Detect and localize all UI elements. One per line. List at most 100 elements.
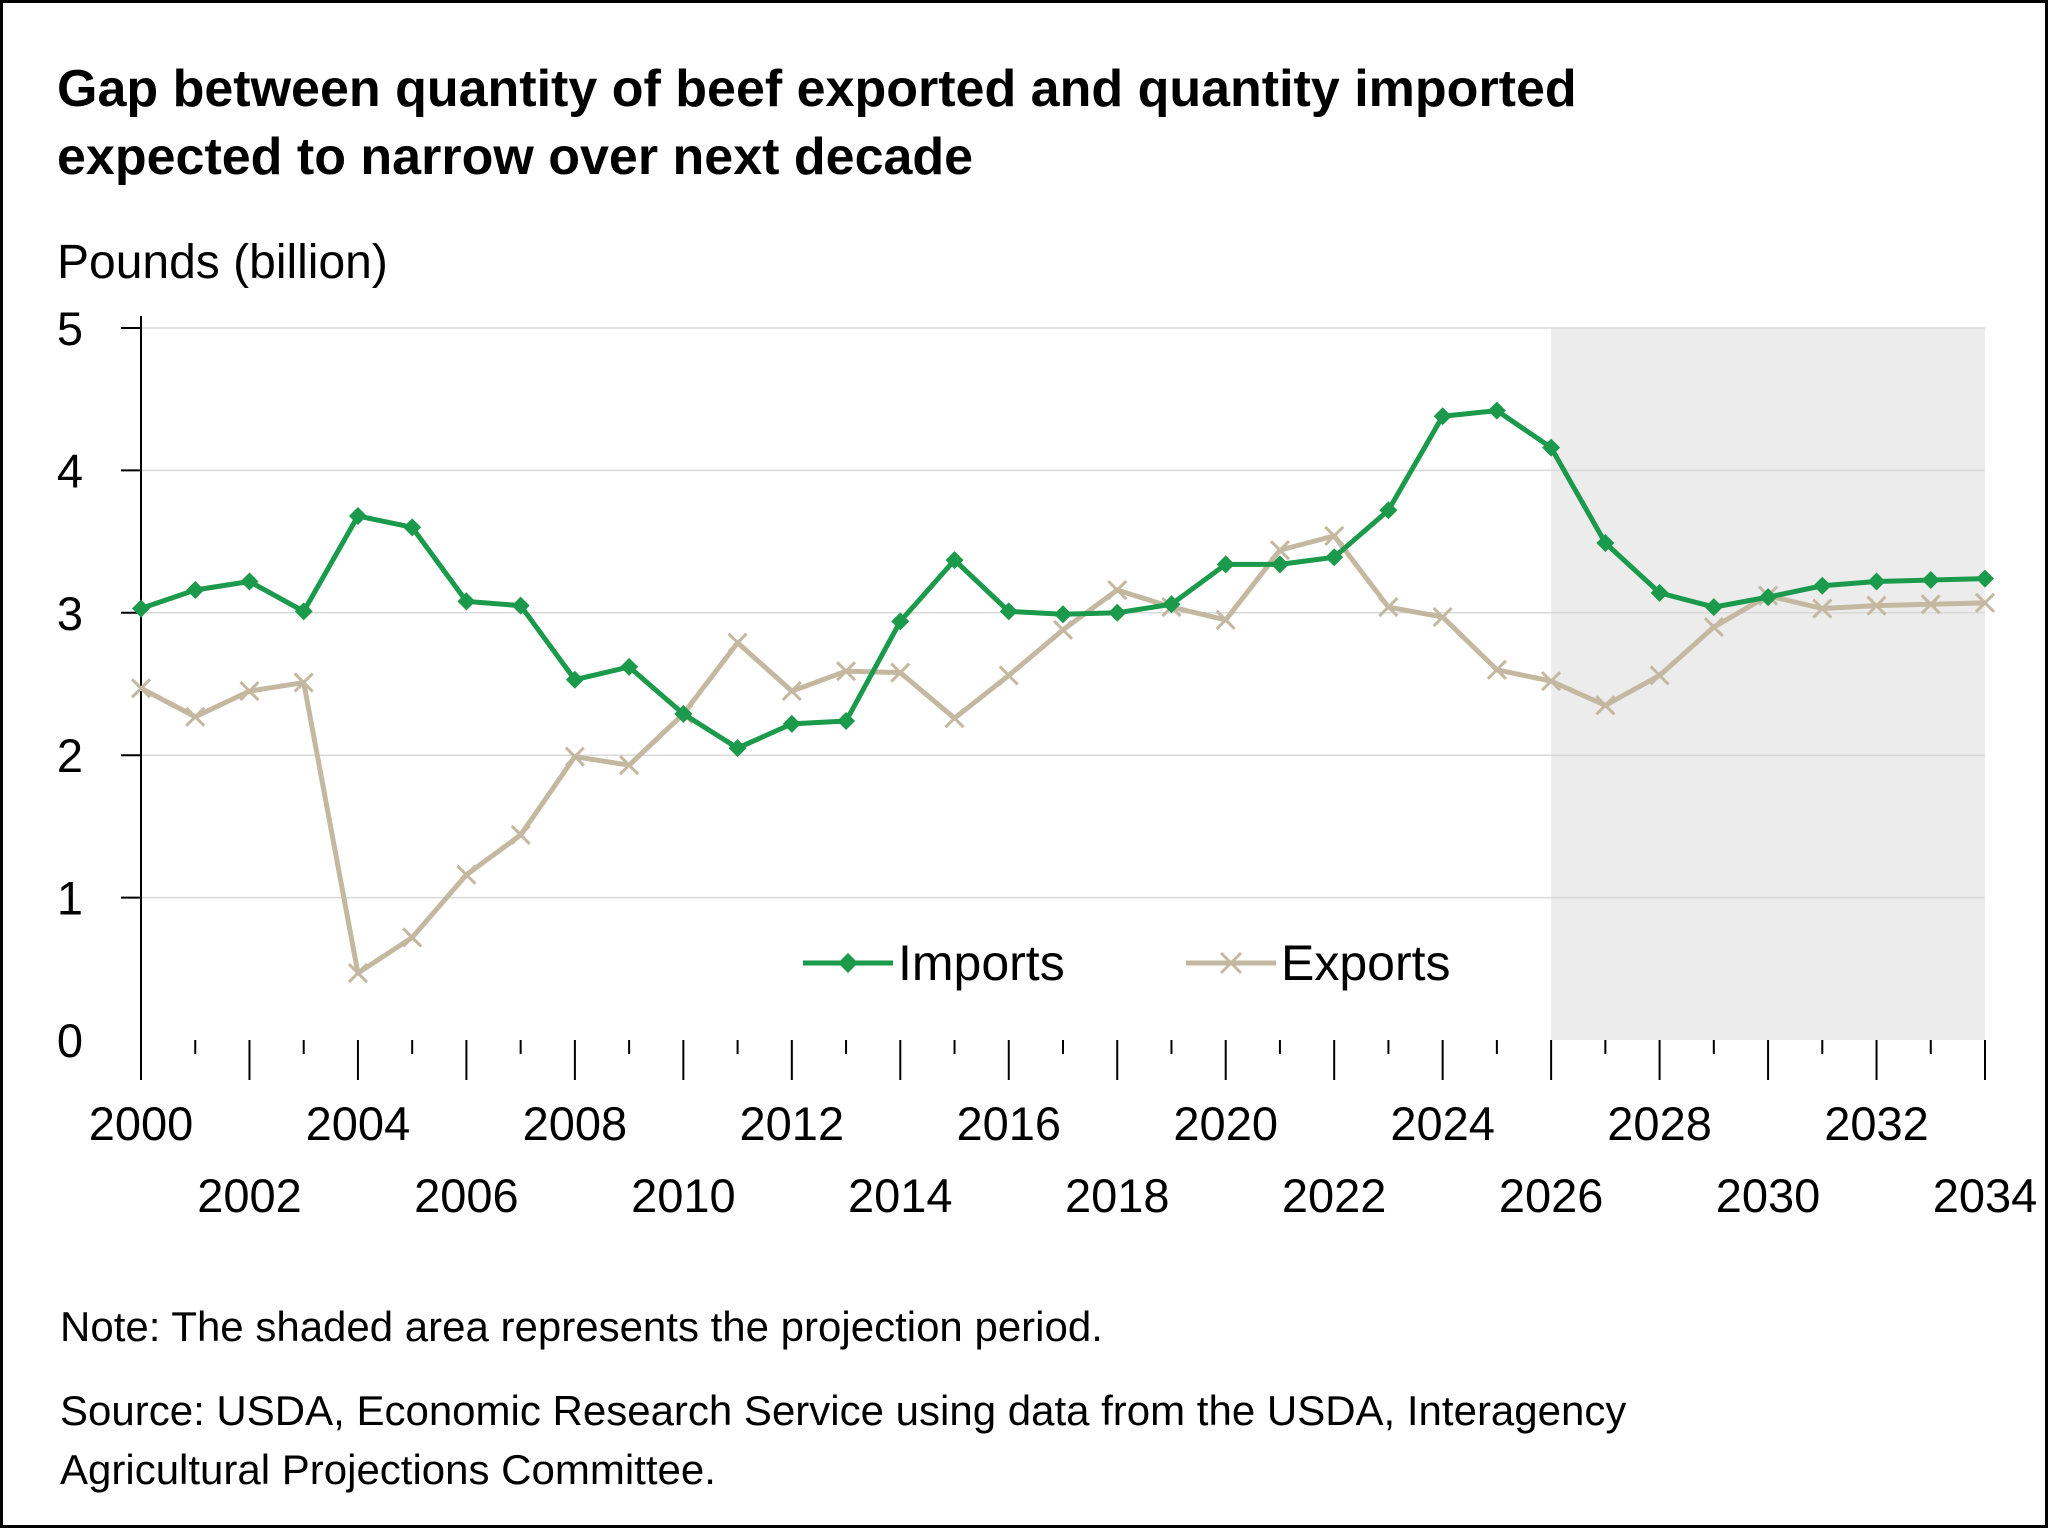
x-tick-label: 2034 [1933, 1169, 2038, 1222]
exports-point [510, 824, 531, 846]
exports-point [1324, 525, 1345, 546]
chart-note: Note: The shaded area represents the pro… [60, 1303, 1103, 1350]
exports-point [1486, 659, 1507, 680]
exports-point [347, 963, 369, 984]
imports-point [1216, 555, 1235, 574]
imports-point [1379, 501, 1398, 520]
x-tick-label: 2014 [848, 1169, 953, 1222]
exports-point [1703, 616, 1724, 638]
exports-point [1866, 595, 1887, 616]
exports-point [564, 746, 585, 767]
imports-point [294, 602, 313, 621]
imports-point [728, 739, 747, 758]
x-tick-label: 2002 [197, 1169, 302, 1222]
exports-point [185, 706, 206, 727]
exports-point [619, 755, 640, 776]
imports-point [1759, 588, 1778, 607]
x-tick-label: 2022 [1282, 1169, 1387, 1222]
x-tick-label: 2004 [306, 1097, 411, 1150]
exports-point [781, 681, 802, 702]
exports-point [1215, 609, 1236, 630]
imports-point [348, 506, 367, 525]
projection-period-shade [1551, 328, 1985, 1040]
exports-point [1269, 540, 1291, 561]
exports-point [1974, 592, 1996, 613]
exports-point [1107, 579, 1128, 601]
exports-point [1595, 695, 1616, 716]
y-tick-label: 2 [57, 729, 83, 782]
exports-point [456, 864, 477, 885]
imports-point [1976, 569, 1994, 588]
x-tick-label: 2008 [523, 1097, 628, 1150]
y-tick-label: 0 [57, 1014, 83, 1067]
exports-point [130, 678, 152, 699]
x-tick-label: 2028 [1607, 1097, 1712, 1150]
x-tick-label: 2026 [1499, 1169, 1604, 1222]
imports-point [1270, 555, 1289, 574]
exports-point [835, 661, 857, 682]
imports-point [1704, 598, 1723, 617]
legend-exports-label: Exports [1281, 935, 1451, 991]
imports-point [457, 592, 476, 611]
y-tick-label: 4 [57, 444, 83, 497]
imports-point [620, 657, 639, 676]
imports-point [565, 670, 584, 689]
imports-point [511, 596, 530, 615]
imports-point [1867, 572, 1886, 591]
chart-title-line: Gap between quantity of beef exported an… [57, 60, 1577, 118]
imports-point [1054, 605, 1072, 624]
x-tick-label: 2012 [740, 1097, 845, 1150]
legend-imports-label: Imports [898, 935, 1065, 991]
legend-imports-marker [838, 953, 858, 973]
exports-point [890, 662, 911, 683]
x-tick-label: 2010 [631, 1169, 736, 1222]
chart-source: Source: USDA, Economic Research Service … [60, 1381, 1626, 1499]
imports-point [891, 612, 910, 631]
exports-point [1052, 619, 1074, 640]
x-tick-label: 2006 [414, 1169, 519, 1222]
chart-title-line: expected to narrow over next decade [57, 128, 974, 186]
exports-point [1432, 607, 1453, 628]
imports-point [1108, 603, 1127, 622]
imports-point [945, 551, 964, 570]
x-tick-label: 2016 [956, 1097, 1061, 1150]
x-tick-label: 2024 [1390, 1097, 1495, 1150]
y-axis-label: Pounds (billion) [57, 236, 388, 289]
imports-point [240, 572, 259, 591]
imports-point [186, 581, 205, 600]
y-tick-label: 1 [57, 872, 83, 925]
chart-source-line: Source: USDA, Economic Research Service … [60, 1387, 1627, 1434]
exports-point [1649, 665, 1670, 686]
imports-point [1433, 407, 1452, 426]
imports-point [1325, 548, 1344, 567]
imports-point [782, 714, 801, 733]
imports-point [1487, 401, 1506, 420]
legend-exports-marker [1219, 951, 1243, 975]
x-tick-label: 2018 [1065, 1169, 1170, 1222]
imports-point [403, 518, 422, 537]
x-tick-label: 2030 [1716, 1169, 1821, 1222]
exports-point [1920, 594, 1941, 615]
exports-point [293, 672, 314, 693]
imports-point [999, 602, 1018, 621]
exports-point [944, 708, 965, 729]
imports-point [1542, 438, 1561, 457]
x-tick-label: 2000 [89, 1097, 194, 1150]
y-tick-label: 5 [57, 302, 83, 355]
exports-point [402, 927, 423, 948]
imports-point [1162, 595, 1181, 614]
imports-point [1596, 534, 1615, 553]
imports-point [1921, 571, 1940, 590]
imports-point [837, 712, 856, 731]
exports-point [1541, 671, 1562, 692]
chart-title: Gap between quantity of beef exported an… [57, 55, 1957, 191]
exports-point [1378, 597, 1399, 618]
imports-point [1650, 583, 1669, 602]
x-tick-label: 2032 [1824, 1097, 1929, 1150]
imports-point [1813, 576, 1832, 595]
x-tick-label: 2020 [1173, 1097, 1278, 1150]
chart-source-line: Agricultural Projections Committee. [60, 1446, 716, 1493]
exports-point [239, 681, 260, 702]
